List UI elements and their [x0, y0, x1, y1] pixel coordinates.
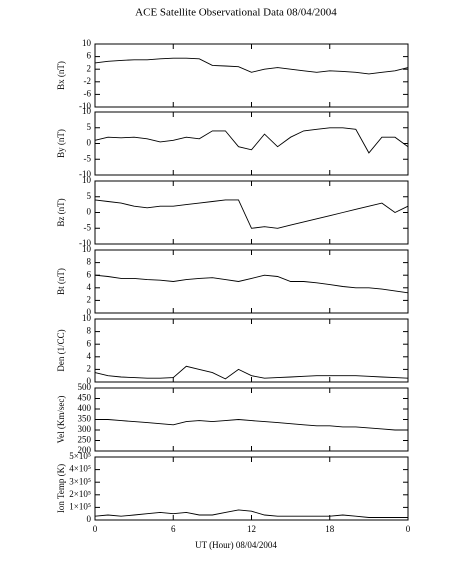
y-tick-label: -6 [84, 88, 92, 98]
y-tick-label: 0 [87, 138, 92, 148]
panel-frame [94, 456, 409, 521]
y-tick-label: 250 [78, 435, 92, 445]
y-tick-label: -10 [79, 238, 91, 248]
y-tick-label: 2 [87, 294, 92, 304]
y-tick-label: 10 [82, 313, 92, 323]
y-tick-label: 3×10⁵ [69, 476, 91, 486]
panel-frame [94, 249, 409, 314]
y-tick-label: 8 [87, 257, 92, 267]
y-tick-label: 300 [78, 424, 92, 434]
y-tick-label: 5 [87, 122, 92, 132]
x-tick-label: 18 [325, 524, 335, 534]
y-tick-label: 1×10⁵ [69, 501, 91, 511]
y-axis-label: Bz (nT) [56, 198, 66, 226]
y-tick-label: -10 [79, 169, 91, 179]
y-tick-label: 10 [82, 244, 92, 254]
y-tick-label: 10 [82, 38, 92, 48]
data-line [94, 509, 408, 518]
x-tick-label: 6 [171, 524, 176, 534]
data-line [94, 127, 409, 154]
panel-frame [94, 387, 409, 452]
y-tick-label: 4×10⁵ [69, 464, 91, 474]
panel-frame [94, 111, 409, 176]
y-tick-label: 4 [87, 282, 92, 292]
y-axis-label: Vel (Km/sec) [56, 396, 66, 444]
y-tick-label: -5 [84, 153, 92, 163]
y-tick-label: 6 [87, 269, 92, 279]
x-tick-label: 0 [93, 524, 98, 534]
y-tick-label: 5×10⁵ [69, 451, 91, 461]
y-tick-label: -10 [79, 101, 91, 111]
y-tick-label: 350 [78, 414, 92, 424]
y-tick-label: 0 [87, 307, 92, 317]
data-line [94, 57, 409, 75]
y-tick-label: 5 [87, 191, 92, 201]
y-tick-label: 6 [87, 51, 92, 61]
y-tick-label: 2×10⁵ [69, 489, 91, 499]
y-axis-label: Bt (nT) [56, 268, 66, 295]
x-tick-label: 12 [247, 524, 256, 534]
y-tick-label: -2 [84, 76, 92, 86]
panel-frame [94, 180, 409, 245]
panel-frame [94, 43, 409, 108]
x-axis-label: UT (Hour) 08/04/2004 [195, 540, 277, 550]
y-tick-label: 200 [78, 445, 92, 455]
x-tick-label: 0 [406, 524, 411, 534]
y-tick-label: 6 [87, 338, 92, 348]
y-tick-label: 2 [87, 63, 92, 73]
panel-frame [94, 318, 409, 383]
y-tick-label: 0 [87, 376, 92, 386]
y-tick-label: 10 [82, 175, 92, 185]
data-line [94, 199, 409, 229]
y-tick-label: 400 [78, 403, 92, 413]
y-tick-label: 2 [87, 363, 92, 373]
y-tick-label: 8 [87, 326, 92, 336]
y-tick-label: 0 [87, 514, 92, 524]
y-axis-label: Bx (nT) [56, 61, 66, 90]
y-axis-label: Ion Temp (K) [56, 464, 66, 513]
data-line [94, 274, 409, 294]
y-axis-label: By (nT) [56, 129, 66, 158]
y-tick-label: -5 [84, 222, 92, 232]
data-line [95, 419, 408, 431]
y-axis-label: Den (1/CC) [56, 329, 66, 371]
data-line [94, 365, 409, 380]
chart-title: ACE Satellite Observational Data 08/04/2… [135, 7, 337, 19]
y-tick-label: 0 [87, 207, 92, 217]
y-tick-label: 10 [82, 106, 92, 116]
y-tick-label: 4 [87, 351, 92, 361]
y-tick-label: 500 [78, 382, 92, 392]
y-tick-label: 450 [78, 393, 92, 403]
